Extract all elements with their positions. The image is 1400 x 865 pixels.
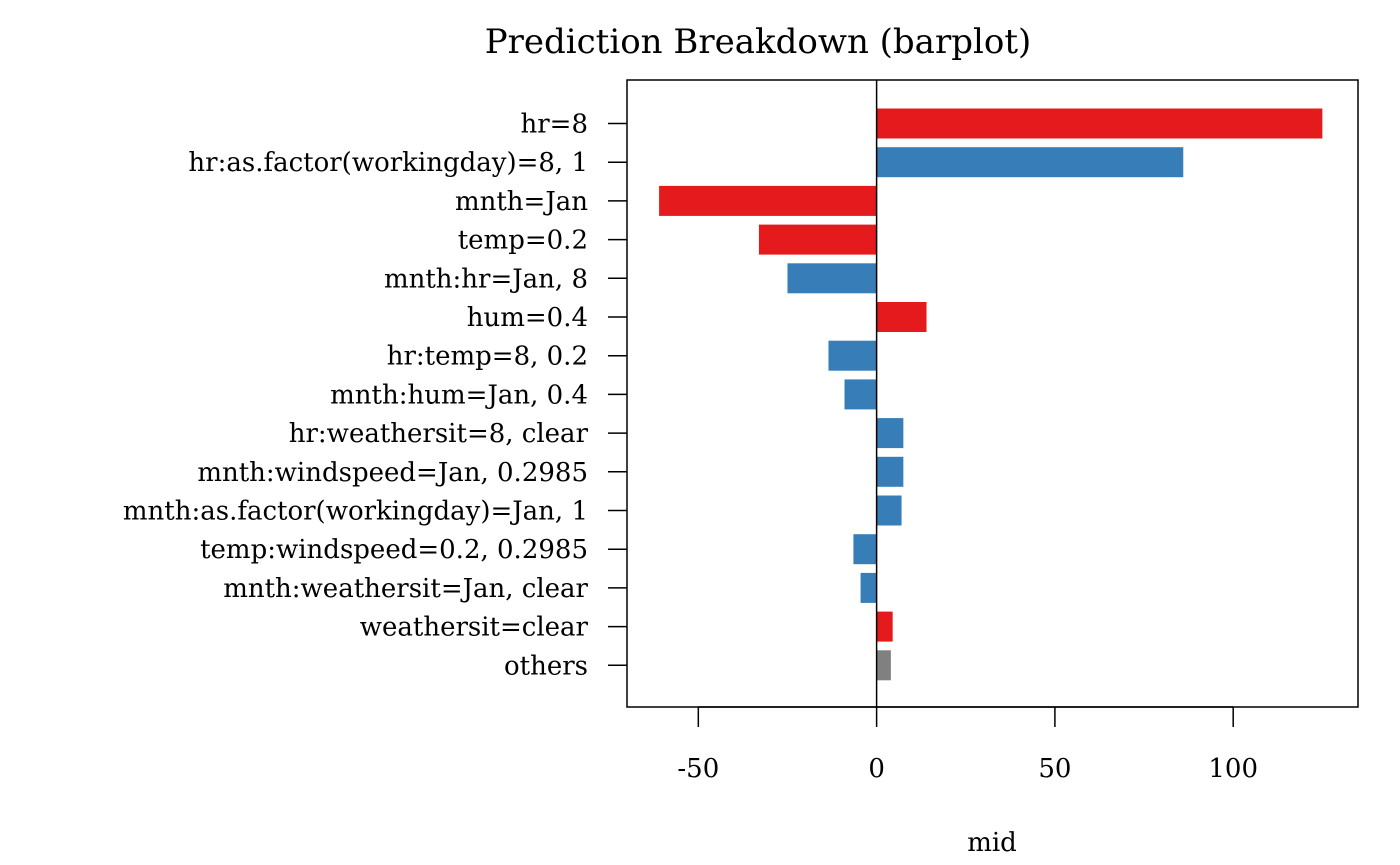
bar — [659, 185, 877, 216]
bar — [876, 108, 1323, 139]
y-tick-label: mnth:hum=Jan, 0.4 — [330, 380, 588, 410]
y-tick-label: hr:temp=8, 0.2 — [387, 342, 588, 372]
y-tick-label: temp:windspeed=0.2, 0.2985 — [200, 535, 588, 565]
y-tick-label: hum=0.4 — [467, 303, 588, 333]
y-tick-label: mnth:windspeed=Jan, 0.2985 — [197, 458, 588, 488]
bar — [876, 495, 902, 526]
bar-group — [659, 108, 1323, 681]
bar — [844, 379, 877, 410]
bar — [853, 534, 877, 565]
bar — [758, 224, 877, 255]
chart-title: Prediction Breakdown (barplot) — [485, 22, 1032, 62]
bar — [787, 263, 877, 294]
bar — [876, 611, 893, 642]
y-tick-label: mnth:hr=Jan, 8 — [384, 264, 588, 294]
y-tick-label: mnth:weathersit=Jan, clear — [223, 574, 588, 604]
bar — [876, 302, 927, 332]
x-tick-label: 50 — [1038, 754, 1071, 784]
y-tick-label: hr:weathersit=8, clear — [289, 419, 589, 449]
x-tick-label: 100 — [1208, 754, 1258, 784]
y-tick-label: hr=8 — [520, 110, 588, 140]
y-tick-label: mnth=Jan — [455, 187, 588, 217]
y-tick-label: hr:as.factor(workingday)=8, 1 — [188, 148, 588, 178]
x-axis: -50 0 50 100 — [677, 706, 1258, 784]
y-tick-label: others — [504, 651, 588, 681]
bar — [876, 650, 891, 681]
y-tick-label: mnth:as.factor(workingday)=Jan, 1 — [123, 497, 588, 527]
bar — [876, 418, 904, 449]
y-tick-label: temp=0.2 — [458, 226, 588, 256]
x-tick-label: -50 — [677, 754, 719, 784]
y-tick-label: weathersit=clear — [360, 613, 589, 643]
bar — [860, 572, 877, 603]
x-axis-title: mid — [967, 828, 1017, 858]
bar — [876, 147, 1184, 178]
bar — [876, 456, 904, 487]
x-tick-label: 0 — [868, 754, 885, 784]
y-axis: hr=8 hr:as.factor(workingday)=8, 1 mnth=Ja… — [123, 110, 627, 681]
bar — [828, 340, 877, 371]
